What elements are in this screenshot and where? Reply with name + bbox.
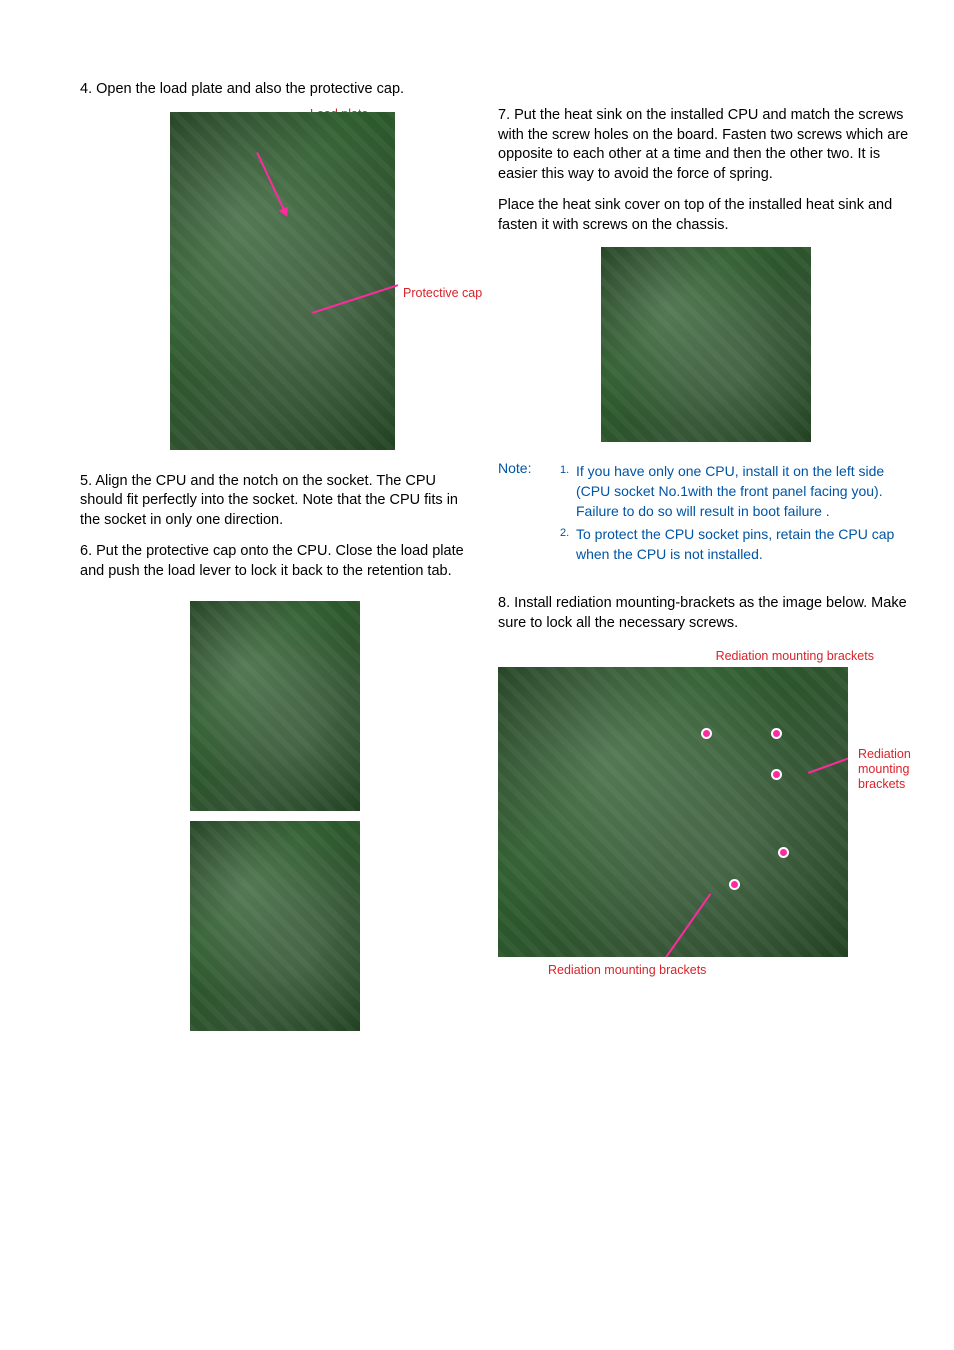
arrow-radiation-right (808, 754, 848, 774)
right-column: 7. Put the heat sink on the installed CP… (498, 80, 914, 1031)
left-column: 4. Open the load plate and also the prot… (80, 80, 470, 1031)
step-8-text: 8. Install rediation mounting-brackets a… (498, 594, 914, 633)
screw-marker (771, 728, 782, 739)
step-4-text: 4. Open the load plate and also the prot… (80, 80, 470, 100)
note-title: Note: (498, 460, 542, 476)
figure-chassis: Rediation mounting brackets (498, 667, 914, 957)
image-load-plate (170, 112, 395, 450)
label-radiation-right: Rediation mounting brackets (858, 747, 928, 792)
note-2-text: To protect the CPU socket pins, retain t… (576, 526, 894, 562)
arrow-radiation-bottom (658, 894, 711, 958)
note-number-1: 1. (560, 464, 569, 476)
step-5-text: 5. Align the CPU and the notch on the so… (80, 472, 470, 531)
image-heatsink (601, 247, 811, 442)
note-block: Note: 1. If you have only one CPU, insta… (498, 460, 914, 568)
label-radiation-bottom: Rediation mounting brackets (548, 963, 914, 977)
step-7a-text: 7. Put the heat sink on the installed CP… (498, 106, 914, 184)
note-1-text: If you have only one CPU, install it on … (576, 463, 884, 518)
label-radiation-top: Rediation mounting brackets (498, 649, 914, 663)
step-6-text: 6. Put the protective cap onto the CPU. … (80, 542, 470, 581)
note-number-2: 2. (560, 527, 569, 539)
label-protective-cap: Protective cap (403, 286, 482, 300)
note-item-2: 2. To protect the CPU socket pins, retai… (560, 525, 914, 564)
note-list: 1. If you have only one CPU, install it … (542, 462, 914, 568)
screw-marker (729, 879, 740, 890)
image-cpu-socket-a (190, 601, 360, 811)
image-chassis (498, 667, 848, 957)
page-columns: 4. Open the load plate and also the prot… (80, 80, 914, 1031)
image-cpu-socket-b (190, 821, 360, 1031)
screw-marker (778, 847, 789, 858)
step-7b-text: Place the heat sink cover on top of the … (498, 196, 914, 235)
screw-marker (701, 728, 712, 739)
note-item-1: 1. If you have only one CPU, install it … (560, 462, 914, 521)
screw-marker (771, 769, 782, 780)
figure-load-plate: Load plate Protective cap (80, 112, 470, 472)
